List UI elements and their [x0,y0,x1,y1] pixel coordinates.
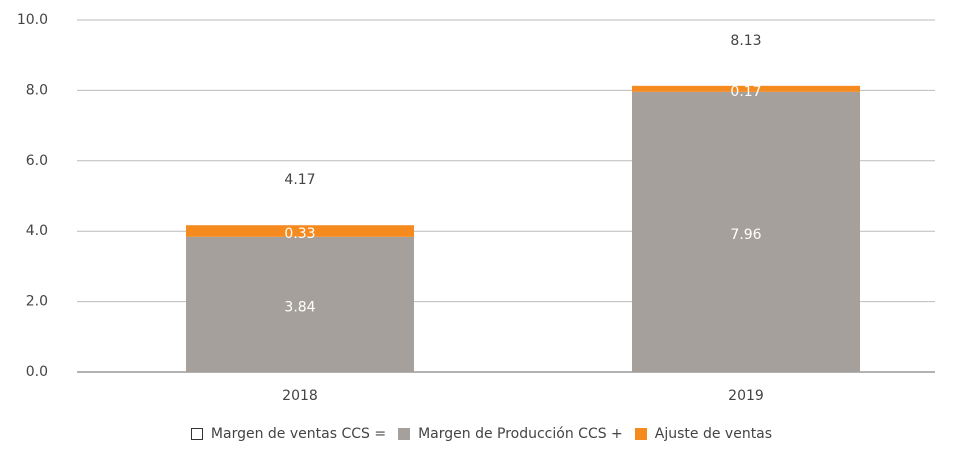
total-label: 8.13 [730,33,761,49]
legend-item: Margen de ventas CCS = [190,426,387,442]
x-tick-label: 2018 [282,388,318,404]
legend-swatch [634,428,647,440]
legend-label: Ajuste de ventas [654,426,773,442]
value-label: 0.17 [730,84,761,100]
legend-label: Margen de Producción CCS + [418,426,623,442]
y-tick-label: 2.0 [26,294,48,310]
bar-segment [186,236,414,372]
legend-label: Margen de ventas CCS = [210,426,387,442]
legend-swatch [190,428,203,440]
value-label: 3.84 [284,299,315,315]
legend-item: Ajuste de ventas [634,426,773,442]
y-tick-label: 0.0 [26,364,48,380]
bar-segment [632,85,860,92]
legend: Margen de ventas CCS = Margen de Producci… [0,426,963,442]
y-tick-label: 4.0 [26,223,48,239]
bar-segment [186,225,414,237]
value-label: 0.33 [284,226,315,242]
y-tick-label: 6.0 [26,153,48,169]
legend-item: Margen de Producción CCS + [398,426,623,442]
x-tick-label: 2019 [728,388,764,404]
y-tick-label: 10.0 [17,12,48,28]
bar-segment [632,91,860,373]
chart: 0.0 2.0 4.0 6.0 8.0 10.0 2018 3.84 0.33 4.17 2019 7… [17,12,935,404]
value-label: 7.96 [730,227,761,243]
y-tick-label: 8.0 [26,82,48,98]
legend-swatch [398,428,411,440]
total-label: 4.17 [284,172,315,188]
